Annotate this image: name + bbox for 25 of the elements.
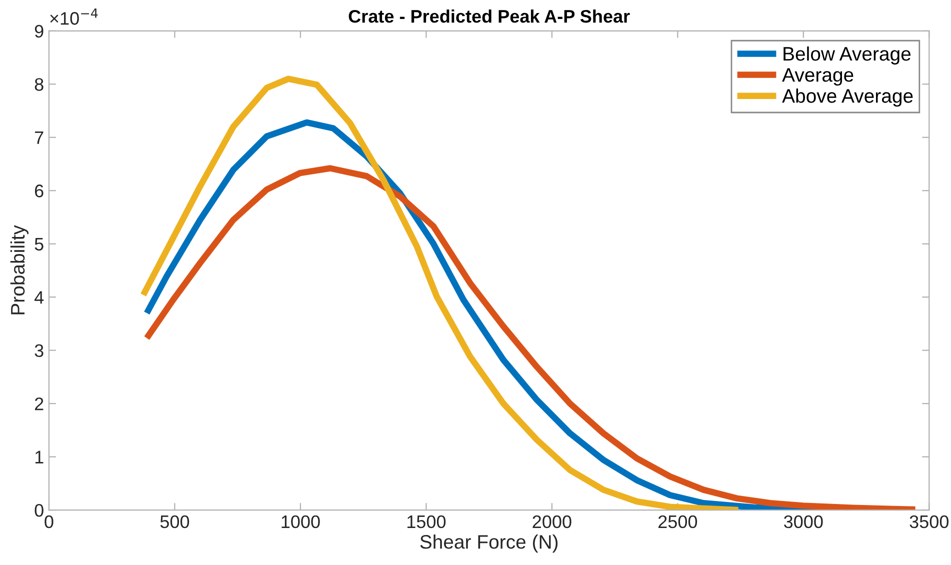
y-tick-label: 6 — [34, 184, 44, 198]
y-tick-label: 1 — [35, 450, 44, 464]
text: ×10$^{−4}$ — [50, 8, 98, 25]
legend-label: Average — [782, 68, 854, 86]
y-tick-label: 9 — [34, 24, 44, 38]
y-tick-label: 3 — [34, 344, 44, 358]
x-tick-label: 1500 — [407, 515, 446, 528]
x-tick-label: 500 — [160, 515, 190, 528]
x-tick-label: 3500 — [910, 515, 949, 528]
y-tick-label: 4 — [34, 291, 44, 304]
chart-title: Crate - Predicted Peak A-P Shear — [348, 9, 630, 23]
x-tick-label: 0 — [44, 515, 54, 528]
x-axis-title: Shear Force (N) — [420, 534, 558, 553]
x-tick-label: 2500 — [658, 515, 698, 528]
y-tick-label: 7 — [35, 131, 44, 144]
y-tick-label: 8 — [34, 78, 44, 91]
y-tick-label: 0 — [34, 504, 44, 517]
legend-label: Below Average — [784, 46, 911, 65]
y-tick-label: 2 — [34, 397, 44, 410]
x-tick-label: 3000 — [784, 515, 823, 528]
x-tick-label: 2000 — [532, 515, 572, 528]
legend-label: Above Average — [782, 88, 913, 107]
y-tick-label: 5 — [34, 238, 44, 251]
y-axis-title: Probability — [10, 225, 29, 314]
x-tick-label: 1000 — [282, 515, 320, 528]
